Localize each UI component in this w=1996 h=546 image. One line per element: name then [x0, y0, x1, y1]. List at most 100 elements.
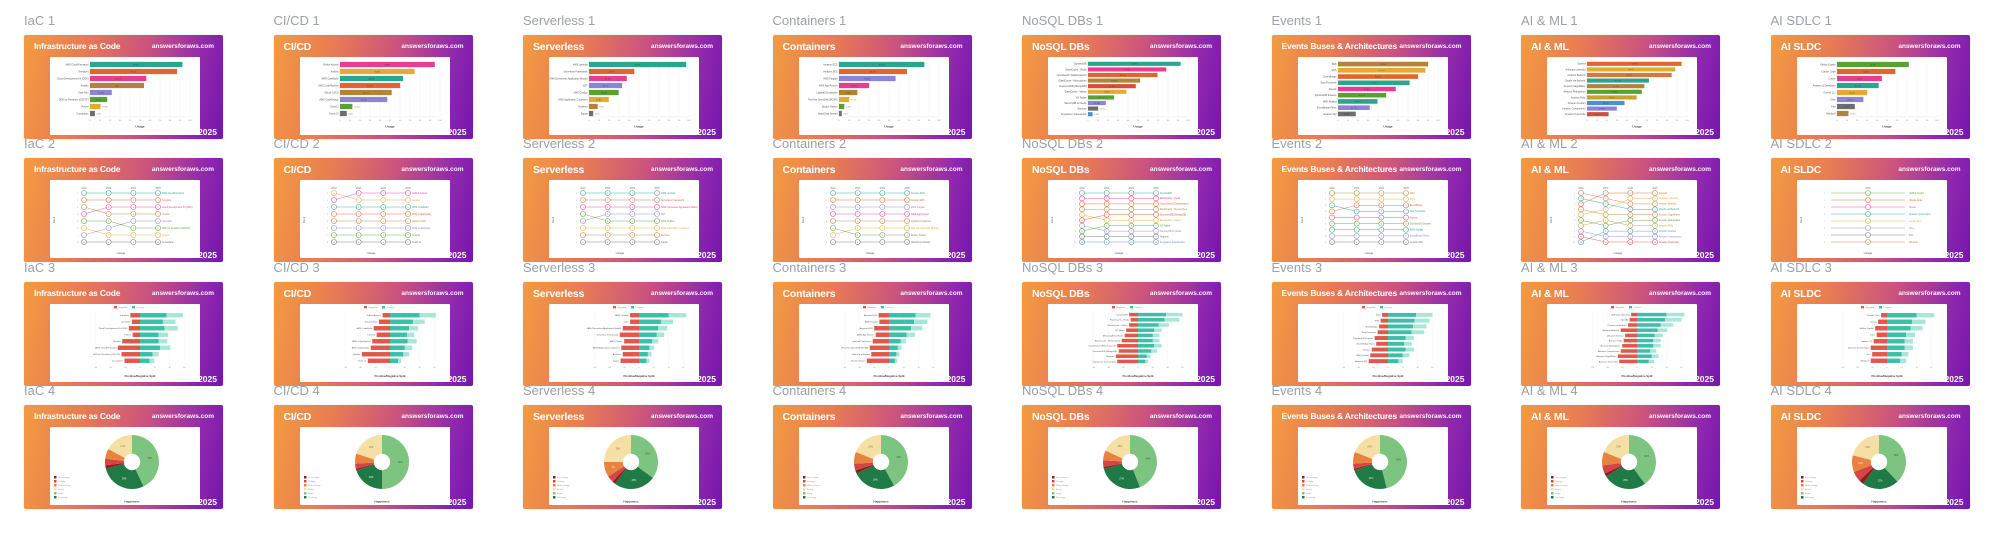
- thumbnail-card-iac-3[interactable]: Infrastructure as Code answersforaws.com N…: [24, 282, 223, 386]
- thumbnail-card-events-2[interactable]: Events Buses & Architectures answersforaw…: [1271, 158, 1471, 262]
- year-badge: 2025: [1445, 374, 1465, 384]
- bump-node-rank: 8: [1605, 231, 1606, 233]
- bump-node: [1153, 217, 1159, 223]
- bump-node: [355, 204, 361, 210]
- thumbnail-card-iac-1[interactable]: Infrastructure as Code answersforaws.com 0…: [24, 35, 223, 139]
- thumbnail-card-nosql-4[interactable]: NoSQL DBs answersforaws.com 44% 27% 18% Very …: [1022, 405, 1221, 509]
- negative-bar: [1870, 345, 1887, 350]
- thumbnail-card-events-1[interactable]: Events Buses & Architectures answersforaw…: [1271, 35, 1471, 139]
- thumbnail-card-containers-1[interactable]: Containers answersforaws.com 0 10 20 30 40 50 60…: [772, 35, 972, 139]
- positive-light-bar: [412, 319, 425, 324]
- bump-node: [580, 190, 586, 196]
- x-tick: 40: [378, 120, 381, 122]
- bar-label: AWS Fargate: [823, 77, 838, 80]
- thumbnail-card-containers-2[interactable]: Containers answersforaws.com 2022 2023 2024 2…: [772, 158, 972, 262]
- bump-node: [380, 204, 386, 210]
- thumbnail-card-cicd-1[interactable]: CI/CD answersforaws.com 0 10 20 30 40 50 60 70 80 9…: [273, 35, 473, 139]
- bump-node-rank: 5: [857, 221, 858, 223]
- thumbnail-card-events-3[interactable]: Events Buses & Architectures answersforaw…: [1271, 282, 1471, 386]
- x-axis-label: Happiness: [124, 500, 140, 504]
- thumbnail-card-serverless-3[interactable]: Serverless answersforaws.com Negative Posit…: [523, 282, 722, 386]
- watermark: answersforaws.com: [650, 290, 713, 297]
- bump-node: [380, 197, 386, 203]
- thumbnail-card-events-4[interactable]: Events Buses & Architectures answersforaw…: [1271, 405, 1471, 509]
- thumbnail-label-cicd-2: CI/CD 2: [273, 136, 320, 151]
- legend-swatch: [1052, 480, 1055, 483]
- x-tick: 90: [678, 120, 681, 122]
- legend-swatch: [1800, 488, 1803, 491]
- bump-node: [879, 204, 885, 210]
- thumbnail-card-aiml-3[interactable]: AI & ML answersforaws.com Negative Positive…: [1521, 282, 1720, 386]
- thumbnail-label-aisdlc-2: AI SDLC 2: [1770, 136, 1832, 151]
- thumbnail-card-serverless-1[interactable]: Serverless answersforaws.com 0 10 20 30 40 50 60…: [523, 35, 722, 139]
- thumbnail-card-nosql-2[interactable]: NoSQL DBs answersforaws.com 2022 2023 2024 20…: [1022, 158, 1221, 262]
- thumbnail-card-iac-4[interactable]: Infrastructure as Code answersforaws.com 4…: [24, 405, 223, 509]
- thumbnail-card-aisdlc-1[interactable]: AI SLDC answersforaws.com 0 10 20 30 40 50 60 70 8…: [1770, 35, 1970, 139]
- thumbnail-card-aisdlc-4[interactable]: AI SLDC answersforaws.com 38% 22% 10% 21% Very…: [1770, 405, 1970, 509]
- bump-node-rank: 3: [358, 207, 359, 209]
- bar-label: DocumentDB (MongoDB): [1092, 350, 1117, 353]
- thumbnail-card-aiml-4[interactable]: AI & ML answersforaws.com 40% 26% 19% Very un…: [1521, 405, 1720, 509]
- thumbnail-card-cicd-3[interactable]: CI/CD answersforaws.com Negative Positive -6…: [273, 282, 473, 386]
- bump-node: [1153, 228, 1159, 234]
- positive-light-bar: [1657, 328, 1668, 332]
- bar-value: 54.8%: [1611, 92, 1617, 94]
- bump-node-rank: 1: [108, 193, 109, 195]
- thumbnail-card-aiml-1[interactable]: AI & ML answersforaws.com 0 10 20 30 40 50 60 70 8…: [1521, 35, 1720, 139]
- usage-bar: [1088, 84, 1136, 89]
- bar-label: DynamoDB Streams: [1353, 337, 1374, 340]
- bar-label: DocumentDB (MongoDB): [1059, 85, 1086, 88]
- legend-swatch: [54, 484, 57, 487]
- chart-panel: 0 10 20 30 40 50 60 70 80 90 100 DynamoDB 92.6% Elast…: [1048, 57, 1198, 135]
- thumbnail-card-cicd-4[interactable]: CI/CD answersforaws.com 50% 20% 20% Very unha…: [273, 405, 473, 509]
- rank-tick: 8: [326, 242, 328, 244]
- thumbnail-card-aisdlc-3[interactable]: AI SLDC answersforaws.com Negative Positive…: [1770, 282, 1970, 386]
- bar-label: Claude Code: [1866, 315, 1880, 317]
- slice-value: 22%: [1877, 480, 1882, 482]
- bump-node-rank: 2: [832, 200, 833, 202]
- bump-node: [1652, 217, 1658, 223]
- bar-label: GitHub Actions: [366, 314, 381, 317]
- year-label: 2022: [830, 187, 836, 190]
- rank-tick: 9: [1075, 236, 1077, 238]
- thumbnail-card-containers-4[interactable]: Containers answersforaws.com 42% 26% 19% Very…: [772, 405, 972, 509]
- bump-node: [1079, 201, 1085, 207]
- thumbnail-card-aisdlc-2[interactable]: AI SLDC answersforaws.com 2025 Rank 1 2 3 4 5 6 7 8…: [1770, 158, 1970, 262]
- card-title: AI & ML: [1531, 288, 1569, 300]
- bump-node-rank: 2: [857, 200, 858, 202]
- thumbnail-card-aiml-2[interactable]: AI & ML answersforaws.com 2022 2023 2024 2025…: [1521, 158, 1720, 262]
- x-tick: -40: [1107, 367, 1111, 369]
- thumbnail-card-cicd-2[interactable]: CI/CD answersforaws.com 2022 2023 2024 2025 Ra…: [273, 158, 473, 262]
- legend-swatch: [303, 496, 306, 499]
- x-tick: 100: [937, 120, 941, 122]
- bar-label: Serverless Framework: [564, 70, 589, 73]
- thumbnail-card-serverless-2[interactable]: Serverless answersforaws.com 2022 2023 2024 2…: [523, 158, 722, 262]
- chart-panel: Negative Positive -60 -40 -20 0 20 40 60 SQS SNS Ev…: [1297, 304, 1448, 382]
- bar-label: EventBridge: [1365, 325, 1378, 328]
- bump-node-rank: 8: [906, 242, 907, 244]
- legend-swatch: [1800, 496, 1803, 499]
- bump-node: [580, 239, 586, 245]
- positive-bar: [1387, 341, 1404, 346]
- bar-label: GitHub Copilot: [1859, 327, 1874, 330]
- x-axis-label: Happiness: [873, 500, 889, 504]
- legend-positive: Positive: [1384, 306, 1392, 309]
- bump-node: [629, 190, 636, 196]
- thumbnail-card-nosql-1[interactable]: NoSQL DBs answersforaws.com 0 10 20 30 40 50 60 7…: [1022, 35, 1221, 139]
- thumbnail-card-nosql-3[interactable]: NoSQL DBs answersforaws.com Negative Positi…: [1022, 282, 1221, 386]
- legend-swatch: [553, 496, 556, 499]
- bump-node: [879, 218, 885, 224]
- bump-node: [1378, 196, 1384, 202]
- series-label: OpenSearch (Elasticsearch): [1160, 203, 1189, 206]
- series-label: S3 Tables: [1160, 225, 1171, 227]
- thumbnail-card-serverless-4[interactable]: Serverless answersforaws.com 35% 25% 9% 25% Ve…: [523, 405, 722, 509]
- series-label: ElastiCache - Memcached: [1160, 208, 1188, 211]
- bump-node: [130, 190, 137, 196]
- thumbnail-card-containers-3[interactable]: Containers answersforaws.com Negative Posit…: [772, 282, 972, 386]
- y-axis-label: Rank: [1300, 216, 1304, 223]
- thumbnail-card-iac-2[interactable]: Infrastructure as Code answersforaws.com 2…: [24, 158, 223, 262]
- rank-tick: 4: [77, 214, 79, 216]
